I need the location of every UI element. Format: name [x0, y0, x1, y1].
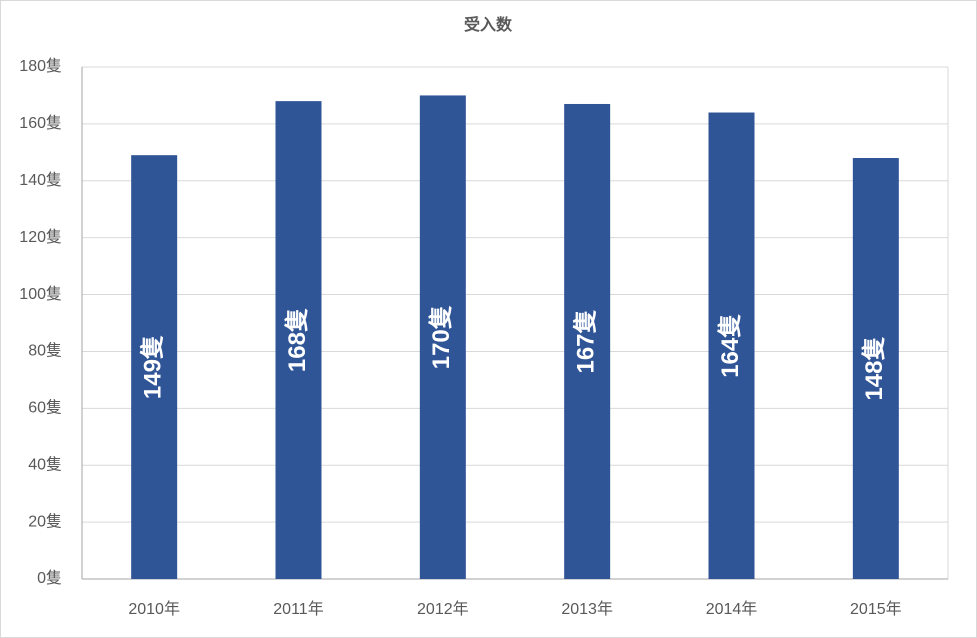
y-tick-label: 60隻	[28, 399, 62, 417]
value-label: 170隻	[427, 305, 455, 369]
y-tick-label: 80隻	[28, 342, 62, 360]
bar	[852, 158, 899, 579]
bar	[419, 95, 466, 579]
y-tick-label: 160隻	[19, 114, 62, 132]
value-label: 167隻	[572, 309, 600, 373]
x-tick-label: 2011年	[273, 600, 323, 618]
value-label: 148隻	[860, 336, 888, 400]
bar	[131, 155, 178, 579]
value-label: 164隻	[716, 314, 744, 378]
y-tick-label: 0隻	[37, 569, 62, 587]
x-tick-label: 2013年	[561, 600, 613, 618]
x-tick-label: 2012年	[417, 600, 469, 618]
chart-title: 受入数	[464, 15, 513, 34]
y-tick-label: 140隻	[19, 171, 62, 189]
y-tick-label: 180隻	[19, 57, 62, 75]
bar	[708, 112, 755, 579]
y-tick-label: 100隻	[19, 285, 62, 303]
y-tick-label: 120隻	[19, 228, 62, 246]
x-tick-label: 2014年	[706, 600, 758, 618]
y-tick-label: 20隻	[28, 512, 62, 530]
x-tick-label: 2010年	[128, 600, 180, 618]
bar	[275, 101, 322, 579]
bar	[564, 103, 611, 579]
y-tick-label: 40隻	[28, 455, 62, 473]
value-label: 168隻	[283, 308, 311, 372]
x-tick-label: 2015年	[850, 600, 902, 618]
value-label: 149隻	[139, 335, 167, 399]
